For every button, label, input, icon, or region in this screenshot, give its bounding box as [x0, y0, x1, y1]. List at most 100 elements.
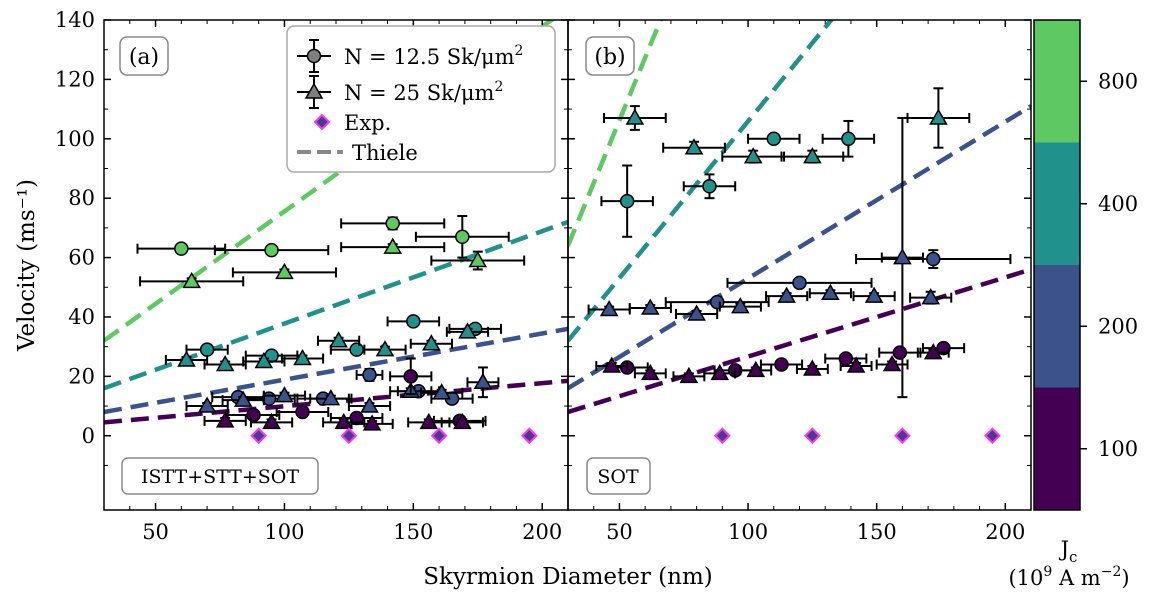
colorbar-segment-400 — [1034, 142, 1080, 265]
exp-diamond-point — [340, 427, 358, 445]
legend-entry-triangle: N = 25 Sk/μm2 — [297, 75, 503, 109]
panel-a-label-box — [119, 36, 169, 76]
triangle-point-jc-200 — [473, 372, 493, 390]
triangle-point-jc-400 — [929, 108, 948, 125]
y-tick-label: 40 — [68, 305, 95, 329]
panel-b-frame — [567, 19, 1032, 511]
panel-a-method-label: ISTT+STT+SOT — [121, 457, 319, 495]
legend-triangle-marker — [304, 82, 324, 99]
triangle-point-jc-200 — [893, 248, 912, 265]
x-tick-label: 200 — [985, 520, 1025, 544]
circle-point-jc-100 — [774, 357, 789, 372]
panel-b-xticks: 50 100 150 200 — [593, 20, 1025, 544]
triangle-point-jc-100 — [262, 412, 281, 430]
triangle-point-jc-800 — [383, 237, 403, 254]
thiele-line-jc-400 — [568, 20, 835, 343]
legend-circle-marker — [306, 48, 322, 64]
triangle-point-jc-200 — [233, 390, 253, 407]
triangle-point-jc-100 — [362, 414, 382, 431]
triangle-point-jc-100 — [746, 360, 766, 378]
colorbar-tick-label: 200 — [1098, 314, 1138, 338]
legend-circle-label-main: N = 12.5 Sk/μm — [344, 45, 515, 69]
y-tick-label: 100 — [55, 127, 95, 151]
thiele-line-jc-800 — [568, 20, 664, 247]
legend-thiele-label: Thiele — [352, 141, 418, 165]
panel-b-method-label: SOT — [586, 457, 651, 495]
circle-point-jc-100 — [246, 407, 261, 423]
panel-b-label-box — [585, 36, 635, 76]
circle-point-jc-400 — [406, 314, 421, 329]
x-tick-label: 150 — [393, 520, 433, 544]
legend-entry-diamond: Exp. — [313, 111, 391, 135]
circle-point-jc-400 — [766, 131, 782, 147]
triangle-point-jc-200 — [197, 396, 217, 413]
circle-point-jc-400 — [349, 342, 364, 357]
circle-point-jc-800 — [174, 241, 189, 256]
circle-point-jc-200 — [926, 251, 941, 267]
colorbar-title-sub: c — [1069, 548, 1077, 566]
x-tick-label: 150 — [857, 520, 897, 544]
triangle-point-jc-200 — [821, 283, 840, 300]
x-tick-label: 100 — [728, 520, 768, 544]
panel-a-label: (a) — [119, 36, 169, 76]
circle-point-jc-800 — [385, 216, 400, 231]
y-tick-label: 60 — [68, 246, 95, 270]
colorbar-units-a: (10 — [1008, 566, 1043, 590]
panel-b-method-box — [586, 457, 651, 495]
colorbar-units: (109 A m−2) — [1008, 564, 1129, 590]
panel-a-method-text: ISTT+STT+SOT — [141, 466, 299, 488]
colorbar-units-c: A m — [1052, 566, 1101, 590]
legend: N = 12.5 Sk/μm2 N = 25 Sk/μm2 Exp. Thiel… — [286, 25, 556, 173]
triangle-point-jc-200 — [777, 286, 796, 303]
triangle-point-jc-400 — [625, 108, 645, 125]
circle-point-jc-100 — [936, 340, 951, 356]
triangle-point-jc-100 — [679, 366, 699, 384]
colorbar-frame — [1033, 19, 1081, 511]
legend-circle-label-sup: 2 — [515, 43, 524, 59]
colorbar-tick-label: 800 — [1098, 69, 1138, 93]
colorbar-segment-100 — [1034, 387, 1080, 510]
triangle-point-jc-200 — [731, 297, 750, 314]
colorbar-title: Jc — [1059, 537, 1078, 566]
x-tick-label: 50 — [142, 520, 169, 544]
y-axis-title: Velocity (ms⁻¹) — [14, 179, 40, 352]
colorbar-segment-200 — [1034, 265, 1080, 388]
circle-point-jc-100 — [295, 404, 310, 420]
exp-diamond-point — [430, 427, 448, 445]
panel-a-method-box — [121, 457, 319, 495]
panel-b-label: (b) — [585, 36, 635, 76]
triangle-point-jc-400 — [375, 340, 395, 357]
triangle-point-jc-400 — [743, 147, 763, 164]
x-tick-label: 100 — [264, 520, 304, 544]
colorbar-units-e: ) — [1121, 566, 1129, 590]
triangle-point-jc-200 — [641, 298, 660, 315]
triangle-point-jc-400 — [254, 352, 274, 369]
legend-diamond-marker — [313, 113, 331, 131]
y-tick-label: 80 — [68, 186, 95, 210]
exp-diamond-point — [803, 427, 821, 445]
triangle-point-jc-100 — [710, 363, 730, 381]
colorbar: 800 400 200 100 Jc (109 A m−2) — [1008, 19, 1138, 590]
thiele-line-jc-100 — [568, 267, 1031, 415]
colorbar-segments: 800 400 200 100 — [1034, 20, 1138, 510]
legend-circle-label: N = 12.5 Sk/μm2 — [344, 43, 523, 69]
panel-b-series — [587, 87, 1012, 445]
triangle-point-jc-100 — [846, 356, 866, 373]
triangle-point-jc-400 — [458, 322, 477, 339]
legend-triangle-label: N = 25 Sk/μm2 — [344, 79, 503, 105]
legend-triangle-label-sup: 2 — [494, 79, 503, 95]
x-tick-label: 200 — [522, 520, 562, 544]
colorbar-units-b: 9 — [1043, 564, 1052, 580]
panel-a-series — [136, 215, 538, 445]
thiele-line-jc-200 — [568, 104, 1031, 391]
triangle-point-jc-200 — [599, 300, 619, 317]
colorbar-tick-label: 100 — [1098, 437, 1138, 461]
triangle-point-jc-200 — [864, 286, 884, 303]
panel-b-thiele-lines — [568, 20, 1031, 415]
triangle-point-jc-200 — [921, 288, 940, 305]
circle-point-jc-100 — [403, 369, 419, 384]
triangle-point-jc-100 — [215, 411, 235, 428]
thiele-line-jc-400 — [104, 219, 568, 391]
panel-a: 50 100 150 200 0 20 40 60 80 100 120 140 (a) ISTT+… — [55, 8, 569, 544]
